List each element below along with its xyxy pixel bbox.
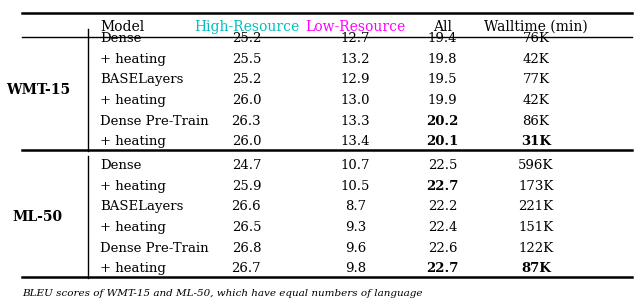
Text: 22.4: 22.4 — [428, 221, 457, 234]
Text: 19.9: 19.9 — [428, 94, 458, 107]
Text: 10.5: 10.5 — [340, 180, 370, 193]
Text: Dense Pre-Train: Dense Pre-Train — [100, 242, 209, 255]
Text: 22.7: 22.7 — [426, 263, 459, 275]
Text: 13.3: 13.3 — [340, 115, 370, 128]
Text: 20.2: 20.2 — [426, 115, 459, 128]
Text: Model: Model — [100, 20, 145, 34]
Text: 24.7: 24.7 — [232, 159, 261, 172]
Text: + heating: + heating — [100, 263, 166, 275]
Text: 22.7: 22.7 — [426, 180, 459, 193]
Text: 9.6: 9.6 — [345, 242, 366, 255]
Text: 22.6: 22.6 — [428, 242, 457, 255]
Text: 19.4: 19.4 — [428, 32, 457, 45]
Text: BASELayers: BASELayers — [100, 73, 184, 86]
Text: 76K: 76K — [522, 32, 549, 45]
Text: BLEU scores of WMT-15 and ML-50, which have equal numbers of language: BLEU scores of WMT-15 and ML-50, which h… — [22, 289, 423, 298]
Text: 13.4: 13.4 — [340, 135, 370, 148]
Text: 8.7: 8.7 — [345, 200, 366, 213]
Text: 151K: 151K — [518, 221, 554, 234]
Text: + heating: + heating — [100, 53, 166, 66]
Text: 25.2: 25.2 — [232, 32, 261, 45]
Text: 173K: 173K — [518, 180, 554, 193]
Text: Low-Resource: Low-Resource — [305, 20, 406, 34]
Text: Walltime (min): Walltime (min) — [484, 20, 588, 34]
Text: 86K: 86K — [522, 115, 549, 128]
Text: 22.5: 22.5 — [428, 159, 457, 172]
Text: 87K: 87K — [521, 263, 551, 275]
Text: 19.8: 19.8 — [428, 53, 457, 66]
Text: 25.5: 25.5 — [232, 53, 261, 66]
Text: 19.5: 19.5 — [428, 73, 457, 86]
Text: 26.6: 26.6 — [232, 200, 261, 213]
Text: 12.9: 12.9 — [340, 73, 370, 86]
Text: 12.7: 12.7 — [340, 32, 370, 45]
Text: 26.3: 26.3 — [232, 115, 261, 128]
Text: 25.9: 25.9 — [232, 180, 261, 193]
Text: 10.7: 10.7 — [340, 159, 370, 172]
Text: Dense Pre-Train: Dense Pre-Train — [100, 115, 209, 128]
Text: 221K: 221K — [518, 200, 554, 213]
Text: 26.8: 26.8 — [232, 242, 261, 255]
Text: 26.0: 26.0 — [232, 94, 261, 107]
Text: 77K: 77K — [522, 73, 549, 86]
Text: WMT-15: WMT-15 — [6, 83, 70, 97]
Text: 26.5: 26.5 — [232, 221, 261, 234]
Text: 42K: 42K — [522, 94, 549, 107]
Text: 20.1: 20.1 — [426, 135, 459, 148]
Text: + heating: + heating — [100, 135, 166, 148]
Text: 42K: 42K — [522, 53, 549, 66]
Text: 122K: 122K — [518, 242, 554, 255]
Text: 9.8: 9.8 — [345, 263, 366, 275]
Text: BASELayers: BASELayers — [100, 200, 184, 213]
Text: + heating: + heating — [100, 94, 166, 107]
Text: All: All — [433, 20, 452, 34]
Text: + heating: + heating — [100, 221, 166, 234]
Text: 13.0: 13.0 — [340, 94, 370, 107]
Text: 22.2: 22.2 — [428, 200, 457, 213]
Text: + heating: + heating — [100, 180, 166, 193]
Text: ML-50: ML-50 — [13, 210, 63, 224]
Text: 26.0: 26.0 — [232, 135, 261, 148]
Text: 31K: 31K — [521, 135, 551, 148]
Text: 25.2: 25.2 — [232, 73, 261, 86]
Text: Dense: Dense — [100, 159, 141, 172]
Text: High-Resource: High-Resource — [194, 20, 299, 34]
Text: Dense: Dense — [100, 32, 141, 45]
Text: 9.3: 9.3 — [345, 221, 366, 234]
Text: 596K: 596K — [518, 159, 554, 172]
Text: 13.2: 13.2 — [340, 53, 370, 66]
Text: 26.7: 26.7 — [232, 263, 261, 275]
